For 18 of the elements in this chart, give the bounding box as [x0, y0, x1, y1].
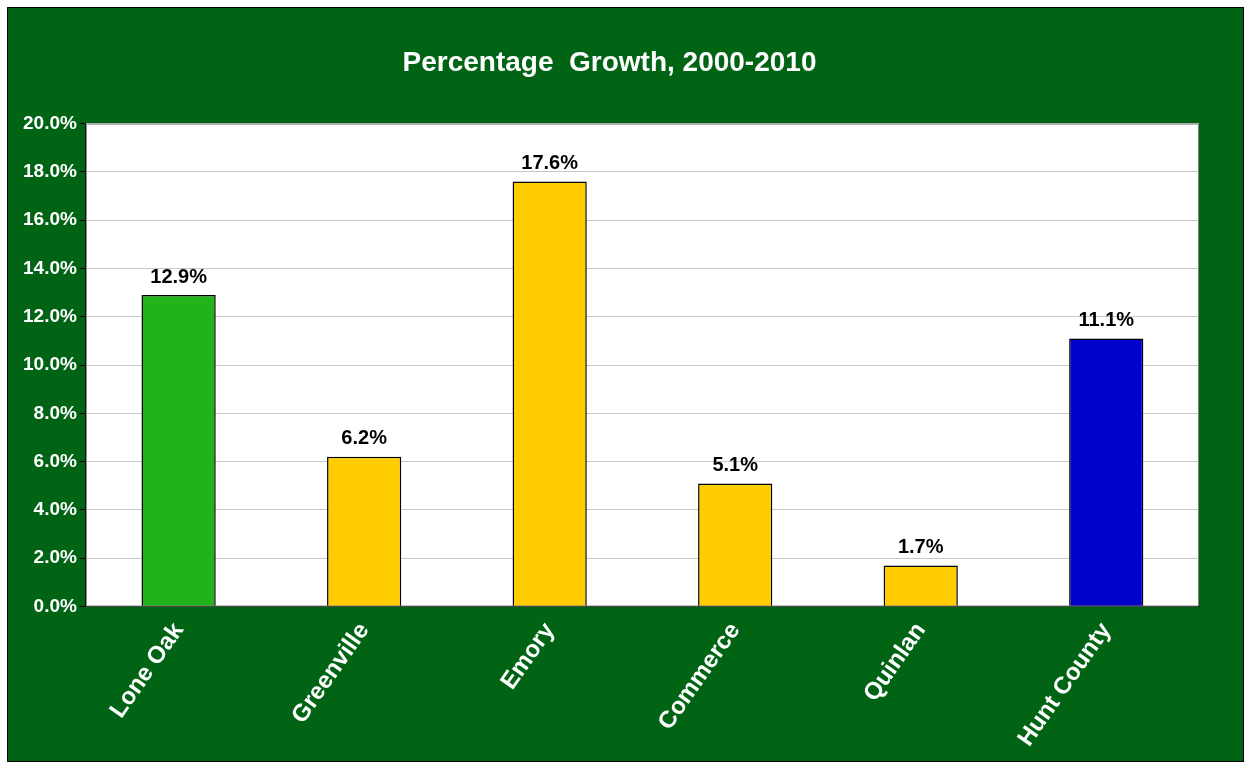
y-tick-label: 0.0%	[33, 594, 77, 616]
y-tick-label: 8.0%	[33, 401, 77, 423]
y-tick-label: 12.0%	[23, 305, 77, 327]
y-tick-label: 20.0%	[23, 111, 77, 133]
y-tick-label: 4.0%	[33, 498, 77, 520]
data-label: 6.2%	[341, 426, 388, 449]
data-label: 5.1%	[712, 452, 759, 475]
y-tick-label: 14.0%	[23, 256, 77, 278]
data-label: 11.1%	[1078, 308, 1135, 331]
y-tick-label: 10.0%	[23, 353, 77, 375]
y-tick-label: 6.0%	[33, 449, 77, 471]
y-tick-label: 16.0%	[23, 208, 77, 230]
data-label: 12.9%	[150, 264, 208, 287]
chart-title: Percentage Growth, 2000-2010	[402, 45, 817, 77]
y-tick-label: 2.0%	[33, 546, 77, 568]
data-label: 17.6%	[521, 151, 579, 174]
y-tick-label: 18.0%	[23, 160, 77, 182]
data-label: 1.7%	[897, 535, 944, 558]
